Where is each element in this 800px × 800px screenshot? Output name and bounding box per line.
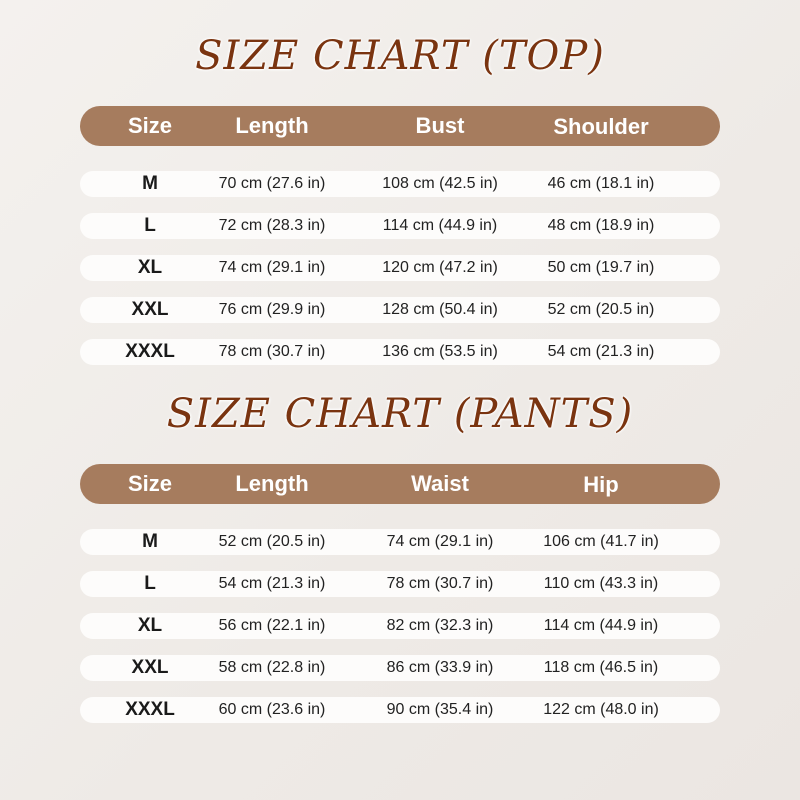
size-label: XL [137, 257, 163, 278]
top-title: SIZE CHART (TOP) [195, 33, 605, 79]
pants-title: SIZE CHART (PANTS) [166, 391, 634, 437]
measurement-cell: 74 cm (29.1 in) [386, 533, 494, 550]
measurement-cell: 54 cm (21.3 in) [547, 343, 655, 360]
measurement-cell: 78 cm (30.7 in) [218, 343, 326, 360]
size-label: XXL [131, 657, 169, 678]
measurement-cell: 110 cm (43.3 in) [543, 575, 659, 592]
measurement-cell: 52 cm (20.5 in) [547, 301, 655, 318]
pants-table-header: Size Length Waist Hip [80, 464, 720, 504]
column-header: Waist [411, 471, 469, 496]
measurement-cell: 76 cm (29.9 in) [218, 301, 326, 318]
measurement-cell: 58 cm (22.8 in) [218, 659, 326, 676]
table-row: XL 56 cm (22.1 in) 82 cm (32.3 in) 114 cm (… [80, 613, 720, 639]
measurement-cell: 120 cm (47.2 in) [382, 259, 498, 276]
measurement-cell: 46 cm (18.1 in) [547, 175, 655, 192]
size-label: XXXL [125, 341, 175, 362]
table-row: XXL 76 cm (29.9 in) 128 cm (50.4 in) 52 cm … [80, 297, 720, 323]
column-header: Size [127, 113, 173, 138]
measurement-cell: 54 cm (21.3 in) [218, 575, 326, 592]
size-label: XXXL [125, 699, 175, 720]
measurement-cell: 48 cm (18.9 in) [547, 217, 655, 234]
column-header: Hip [583, 472, 619, 497]
measurement-cell: 50 cm (19.7 in) [547, 259, 655, 276]
column-header: Size [127, 471, 173, 496]
top-table-header: Size Length Bust Shoulder [80, 106, 720, 146]
column-header: Length [235, 471, 309, 496]
measurement-cell: 78 cm (30.7 in) [386, 575, 494, 592]
measurement-cell: 70 cm (27.6 in) [218, 175, 326, 192]
measurement-cell: 74 cm (29.1 in) [218, 259, 326, 276]
measurement-cell: 82 cm (32.3 in) [386, 617, 494, 634]
measurement-cell: 86 cm (33.9 in) [386, 659, 494, 676]
measurement-cell: 108 cm (42.5 in) [382, 175, 498, 192]
table-row: M 70 cm (27.6 in) 108 cm (42.5 in) 46 cm (1… [80, 171, 720, 197]
table-row: L 54 cm (21.3 in) 78 cm (30.7 in) 110 cm (4… [80, 571, 720, 597]
measurement-cell: 118 cm (46.5 in) [543, 659, 659, 676]
measurement-cell: 60 cm (23.6 in) [218, 701, 326, 718]
table-row: XXXL 60 cm (23.6 in) 90 cm (35.4 in) 122 cm… [80, 697, 720, 723]
table-row: XL 74 cm (29.1 in) 120 cm (47.2 in) 50 cm (… [80, 255, 720, 281]
size-label: L [144, 573, 156, 594]
size-label: XXL [131, 299, 169, 320]
measurement-cell: 106 cm (41.7 in) [543, 533, 659, 550]
table-row: M 52 cm (20.5 in) 74 cm (29.1 in) 106 cm (4… [80, 529, 720, 555]
measurement-cell: 52 cm (20.5 in) [218, 533, 326, 550]
column-header: Bust [415, 113, 465, 138]
column-header: Length [235, 113, 309, 138]
size-label: L [144, 215, 156, 236]
measurement-cell: 90 cm (35.4 in) [386, 701, 494, 718]
measurement-cell: 122 cm (48.0 in) [543, 701, 659, 718]
measurement-cell: 114 cm (44.9 in) [382, 217, 498, 234]
table-row: XXL 58 cm (22.8 in) 86 cm (33.9 in) 118 cm … [80, 655, 720, 681]
measurement-cell: 114 cm (44.9 in) [543, 617, 659, 634]
measurement-cell: 128 cm (50.4 in) [382, 301, 498, 318]
size-label: M [142, 531, 158, 552]
column-header: Shoulder [553, 114, 649, 139]
measurement-cell: 136 cm (53.5 in) [382, 343, 498, 360]
size-label: M [142, 173, 158, 194]
table-row: XXXL 78 cm (30.7 in) 136 cm (53.5 in) 54 cm… [80, 339, 720, 365]
size-label: XL [137, 615, 163, 636]
measurement-cell: 56 cm (22.1 in) [218, 617, 326, 634]
measurement-cell: 72 cm (28.3 in) [218, 217, 326, 234]
table-row: L 72 cm (28.3 in) 114 cm (44.9 in) 48 cm (1… [80, 213, 720, 239]
